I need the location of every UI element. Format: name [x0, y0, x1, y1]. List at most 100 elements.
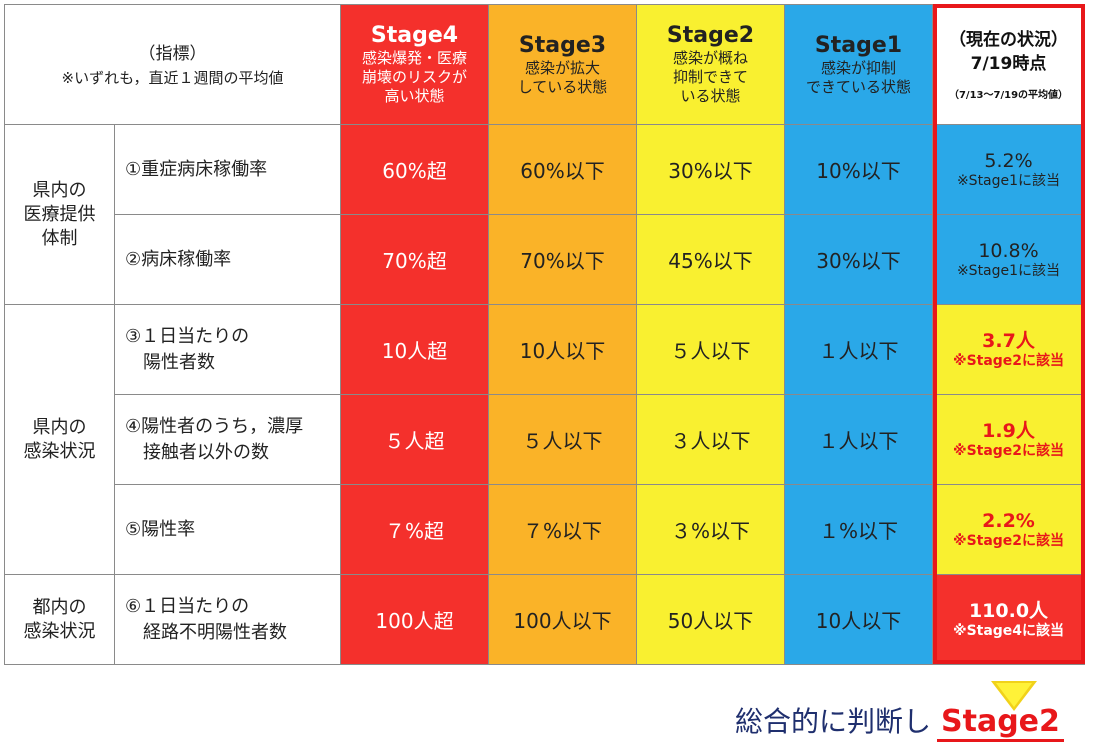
conclusion-stage: Stage2 [937, 704, 1064, 742]
threshold-stage4: 70%超 [340, 214, 489, 305]
current-value: 10.8% [978, 239, 1039, 262]
stage3-name: Stage3 [518, 32, 607, 58]
stage1-desc-1: 感染が抑制 [820, 58, 896, 77]
header-row: （指標） ※いずれも，直近１週間の平均値 Stage4 感染爆発・医療 崩壊のリ… [4, 4, 1085, 125]
threshold-stage2: ５人以下 [636, 304, 785, 395]
current-value-cell: 110.0人 ※Stage4に該当 [932, 574, 1085, 665]
indicator-cell: ②病床稼働率 [114, 214, 341, 305]
threshold-stage3: ７%以下 [488, 484, 637, 575]
threshold-stage2: ３%以下 [636, 484, 785, 575]
category-line: 体制 [41, 227, 78, 249]
threshold-stage4: 60%超 [340, 124, 489, 215]
indicator-line: 接触者以外の数 [125, 441, 269, 463]
threshold-stage3: 10人以下 [488, 304, 637, 395]
stage4-desc-1: 感染爆発・医療 [361, 49, 467, 67]
current-title-2: 7/19時点 [970, 54, 1047, 74]
threshold-stage3: ５人以下 [488, 394, 637, 485]
category-line: 医療提供 [23, 203, 96, 225]
indicator-cell: ⑥１日当たりの 経路不明陽性者数 [114, 574, 341, 665]
conclusion-text: 総合的に判断し [735, 705, 932, 738]
stage4-header: Stage4 感染爆発・医療 崩壊のリスクが 高い状態 [340, 4, 489, 125]
conclusion: 総合的に判断し Stage2 [735, 700, 1064, 742]
indicator-line: ①重症病床稼働率 [125, 158, 268, 180]
indicator-line: ④陽性者のうち，濃厚 [125, 415, 304, 437]
current-value: 5.2% [984, 149, 1033, 172]
threshold-stage4: ５人超 [340, 394, 489, 485]
category-line: 感染状況 [23, 620, 96, 642]
table-row: ②病床稼働率 70%超 70%以下 45%以下 30%以下 10.8% ※Sta… [5, 214, 1085, 305]
current-note: ※Stage2に該当 [952, 352, 1065, 369]
category-line: 感染状況 [23, 440, 96, 462]
indicator-line: ⑥１日当たりの [125, 595, 250, 617]
category-medical: 県内の 医療提供 体制 [4, 124, 115, 305]
threshold-stage1: 10%以下 [784, 124, 933, 215]
stage2-desc-3: いる状態 [680, 87, 741, 105]
table-row: ④陽性者のうち，濃厚 接触者以外の数 ５人超 ５人以下 ３人以下 １人以下 1.… [5, 394, 1085, 485]
threshold-stage4: 10人超 [340, 304, 489, 395]
current-note: ※Stage4に該当 [952, 622, 1065, 639]
stage-table: （指標） ※いずれも，直近１週間の平均値 Stage4 感染爆発・医療 崩壊のリ… [4, 4, 1085, 665]
indicator-header: （指標） ※いずれも，直近１週間の平均値 [4, 4, 341, 125]
threshold-stage2: 45%以下 [636, 214, 785, 305]
threshold-stage2: 30%以下 [636, 124, 785, 215]
indicator-line: ③１日当たりの [125, 325, 250, 347]
threshold-stage2: ３人以下 [636, 394, 785, 485]
current-value: 110.0人 [968, 599, 1049, 622]
current-subtitle: （7/13～7/19の平均値） [948, 90, 1069, 101]
indicator-line: 陽性者数 [125, 351, 215, 373]
stage1-header: Stage1 感染が抑制 できている状態 [784, 4, 933, 125]
table-row: 県内の 医療提供 体制 ①重症病床稼働率 60%超 60%以下 30%以下 10… [4, 124, 1085, 305]
current-note: ※Stage2に該当 [952, 532, 1065, 549]
current-value: 2.2% [982, 509, 1035, 532]
indicator-cell: ④陽性者のうち，濃厚 接触者以外の数 [114, 394, 341, 485]
current-value-cell: 2.2% ※Stage2に該当 [932, 484, 1085, 575]
indicator-cell: ⑤陽性率 [114, 484, 341, 575]
table-row: 都内の 感染状況 ⑥１日当たりの 経路不明陽性者数 100人超 100人以下 5… [4, 574, 1085, 665]
threshold-stage1: １人以下 [784, 304, 933, 395]
category-line: 県内の [32, 179, 87, 201]
stage2-desc-2: 抑制できて [672, 68, 748, 86]
threshold-stage1: 30%以下 [784, 214, 933, 305]
current-note: ※Stage2に該当 [952, 442, 1065, 459]
indicator-line: 経路不明陽性者数 [125, 621, 287, 643]
threshold-stage2: 50人以下 [636, 574, 785, 665]
indicator-line: ②病床稼働率 [125, 248, 232, 270]
stage1-desc-2: できている状態 [805, 77, 911, 96]
current-title-1: （現在の状況） [949, 30, 1068, 50]
threshold-stage1: 10人以下 [784, 574, 933, 665]
stage4-desc-2: 崩壊のリスクが [361, 68, 467, 86]
stage2-header: Stage2 感染が概ね 抑制できて いる状態 [636, 4, 785, 125]
current-value-cell: 3.7人 ※Stage2に該当 [932, 304, 1085, 395]
threshold-stage3: 60%以下 [488, 124, 637, 215]
category-line: 県内の [32, 416, 87, 438]
stage3-desc-1: 感染が拡大 [524, 58, 600, 77]
current-value-cell: 5.2% ※Stage1に該当 [932, 124, 1085, 215]
stage4-desc-3: 高い状態 [384, 87, 445, 105]
stage2-desc-1: 感染が概ね [672, 49, 748, 67]
down-arrow-icon-fill [996, 683, 1032, 707]
threshold-stage4: 100人超 [340, 574, 489, 665]
table-row: 県内の 感染状況 ③１日当たりの 陽性者数 10人超 10人以下 ５人以下 １人… [4, 304, 1085, 575]
table-row: ⑤陽性率 ７%超 ７%以下 ３%以下 １%以下 2.2% ※Stage2に該当 [5, 484, 1085, 575]
indicator-title: （指標） [138, 43, 207, 64]
threshold-stage3: 70%以下 [488, 214, 637, 305]
category-tokyo-infection: 都内の 感染状況 [4, 574, 115, 665]
indicator-cell: ③１日当たりの 陽性者数 [114, 304, 341, 395]
indicator-line: ⑤陽性率 [125, 518, 196, 540]
current-value: 1.9人 [982, 419, 1035, 442]
indicator-note: ※いずれも，直近１週間の平均値 [61, 68, 284, 87]
stage3-desc-2: している状態 [517, 77, 608, 96]
stage1-name: Stage1 [814, 32, 903, 58]
current-note: ※Stage1に該当 [956, 172, 1061, 189]
stage3-header: Stage3 感染が拡大 している状態 [488, 4, 637, 125]
category-prefecture-infection: 県内の 感染状況 [4, 304, 115, 575]
category-line: 都内の [32, 596, 87, 618]
threshold-stage1: １人以下 [784, 394, 933, 485]
current-note: ※Stage1に該当 [956, 262, 1061, 279]
current-value: 3.7人 [982, 329, 1035, 352]
current-value-cell: 10.8% ※Stage1に該当 [932, 214, 1085, 305]
threshold-stage1: １%以下 [784, 484, 933, 575]
threshold-stage4: ７%超 [340, 484, 489, 575]
stage2-name: Stage2 [666, 23, 755, 48]
threshold-stage3: 100人以下 [488, 574, 637, 665]
